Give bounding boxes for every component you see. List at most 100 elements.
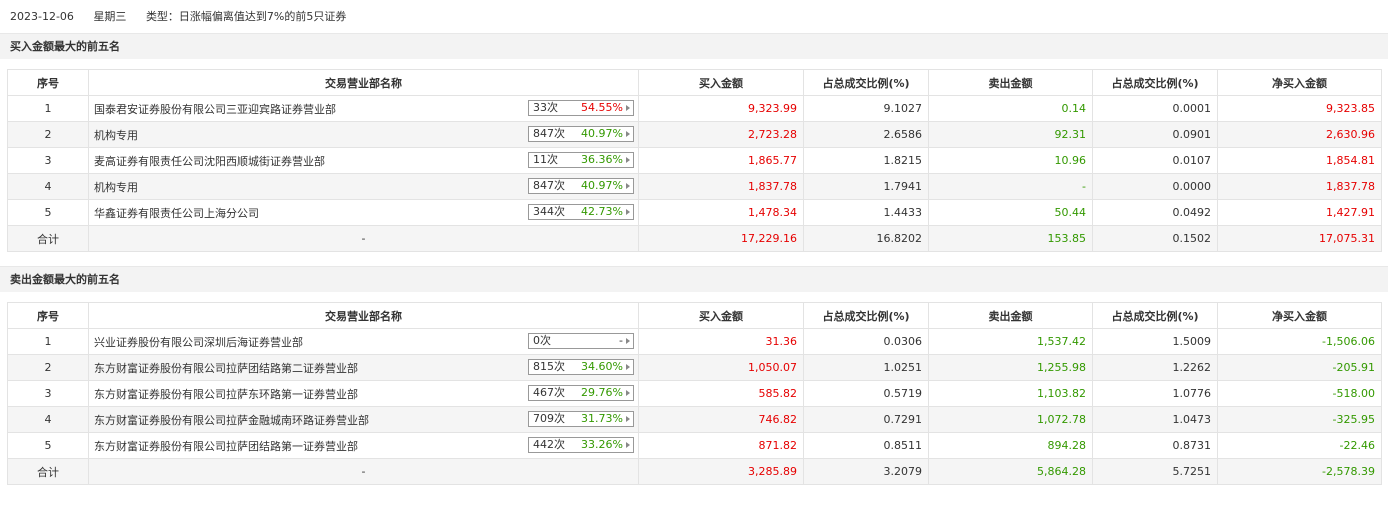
success-rate: 33.26%: [581, 438, 623, 451]
row-number: 4: [7, 406, 89, 433]
col-header-buy-ratio: 占总成交比例(%): [803, 302, 929, 329]
total-row: 合计 -17,229.16 16.8202 153.85 0.1502 17,075.31: [7, 225, 1382, 252]
sell-ratio: 0.0001: [1092, 95, 1218, 122]
buy-amount: 871.82: [638, 432, 804, 459]
col-header-no: 序号: [7, 69, 89, 96]
success-rate: 36.36%: [581, 153, 623, 166]
listing-count: 709次: [533, 412, 565, 425]
success-rate: 34.60%: [581, 360, 623, 373]
caret-right-icon: [626, 157, 630, 163]
sell-ratio: 0.0000: [1092, 173, 1218, 200]
branch-stats-badge[interactable]: 709次 31.73%: [528, 411, 634, 427]
success-rate: 42.73%: [581, 205, 623, 218]
buy-amount: 9,323.99: [638, 95, 804, 122]
buy-amount: 585.82: [638, 380, 804, 407]
col-header-buy-amount: 买入金额: [638, 69, 804, 96]
branch-name-link[interactable]: 兴业证券股份有限公司深圳后海证券营业部: [94, 335, 303, 349]
branch-stats-badge[interactable]: 467次 29.76%: [528, 385, 634, 401]
report-header: 2023-12-06 星期三 类型：日涨幅偏离值达到7%的前5只证券: [0, 0, 1388, 33]
buy-amount: 2,723.28: [638, 121, 804, 148]
total-branch-placeholder: -: [88, 458, 639, 485]
net-amount: 1,854.81: [1217, 147, 1382, 174]
branch-name-link[interactable]: 东方财富证券股份有限公司拉萨团结路第一证券营业部: [94, 439, 358, 453]
branch-name-link[interactable]: 机构专用: [94, 128, 138, 142]
branch-name-link[interactable]: 机构专用: [94, 180, 138, 194]
total-sell-amount: 5,864.28: [928, 458, 1093, 485]
net-amount: -22.46: [1217, 432, 1382, 459]
branch-stats-badge[interactable]: 815次 34.60%: [528, 359, 634, 375]
net-amount: -518.00: [1217, 380, 1382, 407]
listing-count: 467次: [533, 386, 565, 399]
branch-stats-badge[interactable]: 0次 -: [528, 333, 634, 349]
net-amount: 9,323.85: [1217, 95, 1382, 122]
total-sell-amount: 153.85: [928, 225, 1093, 252]
sell-ratio: 0.8731: [1092, 432, 1218, 459]
branch-stats-badge[interactable]: 847次 40.97%: [528, 178, 634, 194]
listing-count: 847次: [533, 179, 565, 192]
total-buy-amount: 3,285.89: [638, 458, 804, 485]
col-header-branch: 交易营业部名称: [88, 302, 639, 329]
listing-count: 0次: [533, 334, 551, 347]
success-rate: 40.97%: [581, 179, 623, 192]
buy-table-header: 序号 交易营业部名称 买入金额 占总成交比例(%) 卖出金额 占总成交比例(%)…: [7, 69, 1382, 96]
total-branch-placeholder: -: [88, 225, 639, 252]
total-net-amount: -2,578.39: [1217, 458, 1382, 485]
buy-ratio: 2.6586: [803, 121, 929, 148]
report-weekday: 星期三: [93, 10, 127, 23]
branch-name-link[interactable]: 麦高证券有限责任公司沈阳西顺城街证券营业部: [94, 154, 325, 168]
caret-right-icon: [626, 105, 630, 111]
sell-ratio: 0.0901: [1092, 121, 1218, 148]
branch-name-link[interactable]: 东方财富证券股份有限公司拉萨金融城南环路证券营业部: [94, 413, 369, 427]
success-rate: 29.76%: [581, 386, 623, 399]
table-row: 5 华鑫证券有限责任公司上海分公司 344次 42.73% 1,478.34 1.4433…: [7, 199, 1382, 226]
branch-cell: 机构专用 847次 40.97%: [88, 121, 639, 148]
branch-stats-badge[interactable]: 11次 36.36%: [528, 152, 634, 168]
sell-amount: 10.96: [928, 147, 1093, 174]
col-header-sell-amount: 卖出金额: [928, 69, 1093, 96]
row-number: 5: [7, 432, 89, 459]
branch-cell: 兴业证券股份有限公司深圳后海证券营业部 0次 -: [88, 328, 639, 355]
sell-ratio: 1.2262: [1092, 354, 1218, 381]
net-amount: -205.91: [1217, 354, 1382, 381]
total-buy-ratio: 16.8202: [803, 225, 929, 252]
total-buy-ratio: 3.2079: [803, 458, 929, 485]
row-number: 3: [7, 380, 89, 407]
table-row: 2 机构专用 847次 40.97% 2,723.28 2.6586 92.31 0.0901…: [7, 121, 1382, 148]
row-number: 4: [7, 173, 89, 200]
net-amount: -1,506.06: [1217, 328, 1382, 355]
net-amount: 1,837.78: [1217, 173, 1382, 200]
col-header-net-amount: 净买入金额: [1217, 302, 1382, 329]
col-header-sell-ratio: 占总成交比例(%): [1092, 302, 1218, 329]
row-number: 3: [7, 147, 89, 174]
branch-name-link[interactable]: 东方财富证券股份有限公司拉萨东环路第一证券营业部: [94, 387, 358, 401]
branch-cell: 东方财富证券股份有限公司拉萨团结路第二证券营业部 815次 34.60%: [88, 354, 639, 381]
branch-cell: 东方财富证券股份有限公司拉萨团结路第一证券营业部 442次 33.26%: [88, 432, 639, 459]
branch-name-link[interactable]: 华鑫证券有限责任公司上海分公司: [94, 206, 259, 220]
branch-stats-badge[interactable]: 442次 33.26%: [528, 437, 634, 453]
report-date: 2023-12-06: [10, 10, 74, 23]
buy-ratio: 1.7941: [803, 173, 929, 200]
col-header-branch: 交易营业部名称: [88, 69, 639, 96]
sell-amount: 1,255.98: [928, 354, 1093, 381]
table-row: 4 机构专用 847次 40.97% 1,837.78 1.7941-0.0000 1,83…: [7, 173, 1382, 200]
caret-right-icon: [626, 209, 630, 215]
branch-cell: 机构专用 847次 40.97%: [88, 173, 639, 200]
branch-name-link[interactable]: 国泰君安证券股份有限公司三亚迎宾路证券营业部: [94, 102, 336, 116]
sell-ratio: 0.0107: [1092, 147, 1218, 174]
listing-count: 344次: [533, 205, 565, 218]
buy-ratio: 1.4433: [803, 199, 929, 226]
sell-amount: 1,103.82: [928, 380, 1093, 407]
listing-count: 33次: [533, 101, 558, 114]
total-row: 合计 -3,285.89 3.2079 5,864.28 5.7251 -2,578.39: [7, 458, 1382, 485]
caret-right-icon: [626, 338, 630, 344]
branch-stats-badge[interactable]: 33次 54.55%: [528, 100, 634, 116]
table-row: 4 东方财富证券股份有限公司拉萨金融城南环路证券营业部 709次 31.73% 746.…: [7, 406, 1382, 433]
branch-name-link[interactable]: 东方财富证券股份有限公司拉萨团结路第二证券营业部: [94, 361, 358, 375]
branch-stats-badge[interactable]: 344次 42.73%: [528, 204, 634, 220]
branch-stats-badge[interactable]: 847次 40.97%: [528, 126, 634, 142]
success-rate: 31.73%: [581, 412, 623, 425]
col-header-net-amount: 净买入金额: [1217, 69, 1382, 96]
success-rate: 40.97%: [581, 127, 623, 140]
caret-right-icon: [626, 442, 630, 448]
buy-ratio: 0.8511: [803, 432, 929, 459]
